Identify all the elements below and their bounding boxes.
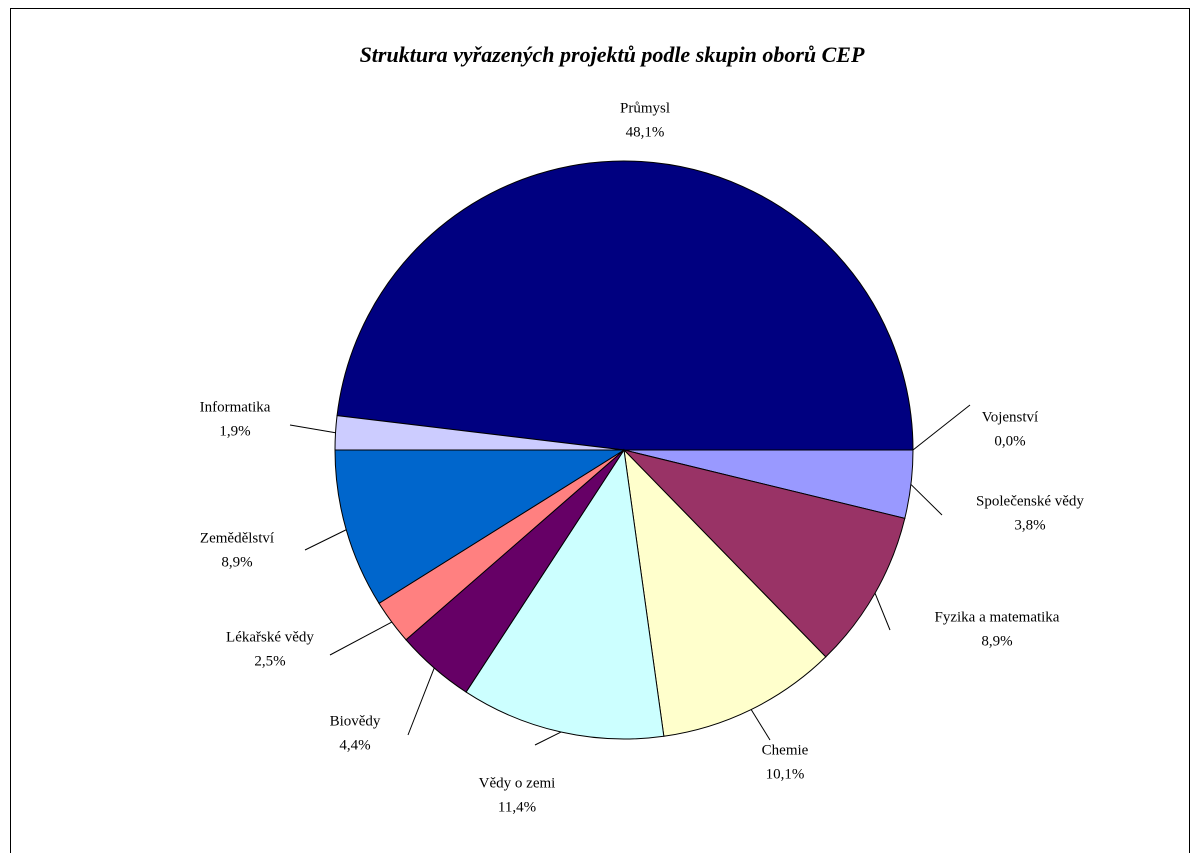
slice-value-label: 3,8% (1014, 517, 1045, 533)
slice-value-label: 8,9% (221, 554, 252, 570)
slice-label: Chemie (762, 742, 809, 758)
slice-label: Lékařské vědy (226, 629, 314, 645)
pie-slice (465, 448, 665, 740)
slice-value-label: 11,4% (498, 799, 536, 815)
leader-line (304, 529, 347, 551)
leader-line (534, 731, 562, 746)
leader-line (874, 592, 891, 631)
slice-value-label: 48,1% (626, 124, 665, 140)
slice-label: Průmysl (620, 100, 670, 116)
slice-label: Biovědy (330, 713, 381, 729)
chart-title: Struktura vyřazených projektů podle skup… (360, 42, 865, 67)
leader-line (912, 404, 971, 451)
slice-label: Vědy o zemi (479, 775, 556, 791)
slice-label: Zemědělství (200, 530, 274, 546)
slice-value-label: 4,4% (339, 737, 370, 753)
slice-label: Fyzika a matematika (935, 609, 1060, 625)
leader-line (329, 621, 393, 656)
pie-slice (623, 448, 827, 737)
slice-label: Společenské vědy (976, 493, 1084, 509)
slice-value-label: 0,0% (994, 433, 1025, 449)
slice-value-label: 2,5% (254, 653, 285, 669)
slice-label: Informatika (200, 399, 271, 415)
slice-value-label: 1,9% (219, 423, 250, 439)
pie-slice (336, 160, 914, 451)
leader-line (407, 667, 435, 736)
slice-label: Vojenství (982, 409, 1038, 425)
slice-value-label: 8,9% (981, 633, 1012, 649)
leader-line (289, 424, 336, 434)
leader-line (750, 709, 771, 741)
pie-slice (334, 415, 625, 451)
leader-line (910, 484, 943, 516)
slice-value-label: 10,1% (766, 766, 805, 782)
